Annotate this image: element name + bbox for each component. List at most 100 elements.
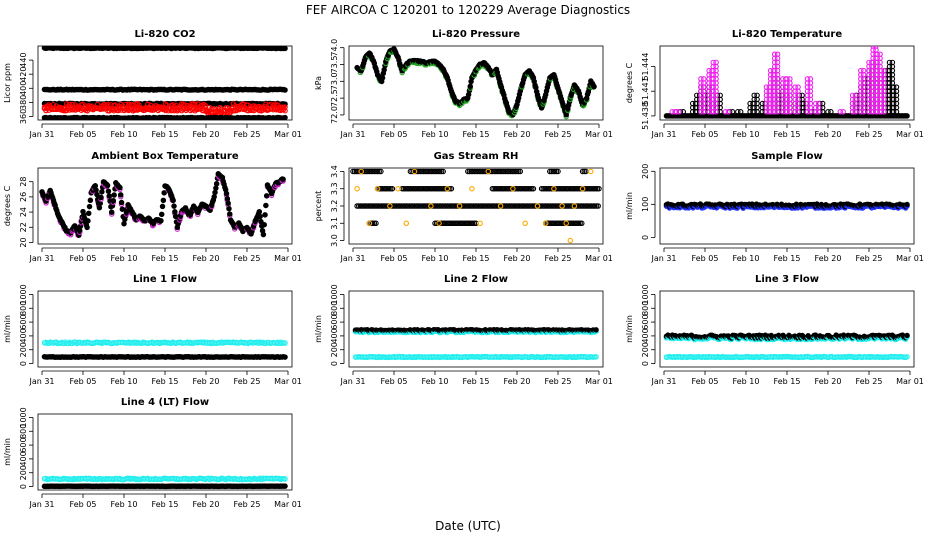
x-tick-label: Feb 15 — [774, 254, 801, 263]
li820-temperature-spikes-point — [735, 109, 741, 115]
y-tick-label: 1000 — [330, 284, 339, 304]
li820-co2-sample2-point — [227, 109, 234, 116]
x-tick-label: Mar 01 — [896, 254, 924, 263]
x-tick-label: Feb 05 — [70, 254, 97, 263]
y-tick-label: 1000 — [641, 284, 650, 304]
x-tick-label: Feb 10 — [733, 254, 760, 263]
li820-pressure-series — [354, 46, 597, 120]
x-tick-label: Feb 05 — [381, 254, 408, 263]
gas-stream-rh-rh-point — [596, 185, 602, 192]
ambient-box-temperature-box-point — [212, 189, 218, 196]
ambient-box-temperature-box-point — [99, 189, 105, 195]
li820-co2-sample2-point — [282, 107, 288, 114]
li820-temperature-frame — [659, 45, 915, 121]
y-tick-label: 74.0 — [330, 39, 339, 57]
line-1-flow-ylabel: ml/min — [3, 315, 12, 343]
line-3-flow-frame — [659, 290, 915, 368]
ambient-box-temperature-box-point — [94, 191, 100, 198]
x-tick-label: Feb 20 — [815, 254, 842, 263]
y-tick-label: 400 — [19, 81, 28, 96]
li820-pressure-panel: Li-820 Pressure72.072.573.073.574.0kPaJa… — [314, 29, 613, 139]
x-tick-label: Feb 15 — [463, 130, 490, 139]
line-4-lt-flow-panel: Line 4 (LT) Flow02004006008001000ml/minJ… — [3, 397, 302, 509]
x-tick-label: Mar 01 — [585, 130, 613, 139]
line-1-flow-series — [41, 339, 288, 360]
x-tick-label: Feb 10 — [733, 377, 760, 386]
li820-temperature-base-point — [904, 113, 910, 119]
x-tick-label: Mar 01 — [585, 254, 613, 263]
ambient-box-temperature-box-point — [213, 185, 219, 191]
x-tick-label: Jan 31 — [339, 254, 365, 263]
li820-temperature-magenta-point — [881, 67, 887, 74]
ambient-box-temperature-box-point — [98, 194, 104, 201]
gas-stream-rh-rh-flag-point — [551, 185, 557, 192]
li820-temperature-magenta-point — [713, 59, 719, 66]
x-tick-label: Feb 05 — [692, 254, 719, 263]
li820-temperature-magenta-point — [858, 67, 864, 74]
x-tick-label: Feb 25 — [856, 130, 883, 139]
li820-temperature-magenta-point — [852, 92, 859, 99]
line-3-flow-series — [663, 332, 910, 361]
li820-pressure-cell-point — [467, 83, 474, 90]
ambient-box-temperature-ylabel: degrees C — [3, 185, 12, 226]
ambient-box-temperature-box-point — [280, 176, 286, 182]
y-tick-label: 800 — [19, 301, 28, 316]
li820-co2-sample-point — [134, 101, 141, 107]
sample-flow-ylabel: ml/min — [625, 192, 634, 220]
li820-temperature-panel: Li-820 Temperature51.43851.44151.444degr… — [625, 29, 924, 139]
ambient-box-temperature-box-point — [263, 202, 269, 209]
x-tick-label: Feb 15 — [152, 254, 179, 263]
ambient-box-temperature-box-point — [159, 203, 166, 210]
y-tick-label: 51.444 — [641, 53, 650, 81]
li820-temperature-spikes-point — [889, 59, 896, 66]
gas-stream-rh-rh-flag-point — [485, 168, 492, 175]
li820-co2-lower-point — [282, 114, 288, 120]
ambient-box-temperature-box-point — [92, 183, 99, 189]
x-tick-label: Feb 20 — [815, 130, 842, 139]
y-tick-label: 200 — [641, 164, 650, 179]
y-tick-label: 420 — [19, 67, 28, 82]
li820-temperature-magenta-point — [771, 51, 778, 57]
sample-flow-frame — [659, 167, 915, 245]
figure-title: FEF AIRCOA C 120201 to 120229 Average Di… — [306, 3, 630, 17]
ambient-box-temperature-box-point — [158, 211, 165, 218]
x-tick-label: Mar 01 — [274, 254, 302, 263]
line-2-flow-title: Line 2 Flow — [444, 274, 508, 285]
ambient-box-temperature-box-point — [110, 197, 117, 204]
li820-temperature-magenta-point — [878, 67, 885, 74]
ambient-box-temperature-box-point — [172, 209, 178, 215]
y-tick-label: 20 — [19, 237, 28, 247]
sample-flow-flow-point — [904, 201, 910, 208]
gas-stream-rh-rh-flag-point — [411, 168, 418, 175]
y-tick-label: 400 — [330, 328, 339, 343]
li820-temperature-magenta-point — [784, 76, 790, 82]
line-3-flow-ylabel: ml/min — [625, 315, 634, 343]
x-tick-label: Feb 10 — [111, 130, 138, 139]
ambient-box-temperature-frame — [37, 167, 293, 245]
y-tick-label: 0 — [641, 235, 650, 240]
gas-stream-rh-rh-point — [440, 168, 446, 175]
li820-temperature-magenta-point — [701, 76, 707, 82]
li820-temperature-magenta-point — [698, 76, 704, 82]
ambient-box-temperature-box-point — [213, 181, 220, 187]
sample-flow-title: Sample Flow — [751, 151, 823, 162]
sample-flow-series — [663, 201, 910, 211]
line-3-flow-lower-point — [904, 354, 910, 360]
ambient-box-temperature-box-point — [87, 197, 94, 204]
ambient-box-temperature-box-point — [171, 203, 177, 209]
li820-co2-sample-point — [192, 101, 198, 107]
x-tick-label: Feb 05 — [381, 377, 408, 386]
x-tick-label: Jan 31 — [28, 130, 54, 139]
li820-temperature-spikes-point — [754, 92, 760, 99]
gas-stream-rh-rh-flag-point — [403, 220, 410, 227]
y-tick-label: 51.438 — [641, 102, 650, 130]
ambient-box-temperature-box-point — [263, 193, 270, 199]
gas-stream-rh-rh-flag-point — [579, 185, 586, 192]
y-tick-label: 800 — [330, 301, 339, 316]
x-tick-label: Feb 15 — [774, 377, 801, 386]
li820-temperature-title: Li-820 Temperature — [732, 29, 842, 40]
line-1-flow-title: Line 1 Flow — [133, 274, 197, 285]
li820-temperature-magenta-point — [787, 76, 793, 82]
